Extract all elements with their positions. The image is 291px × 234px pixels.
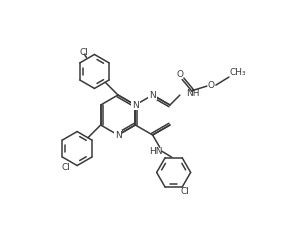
Text: N: N xyxy=(115,131,121,139)
Text: CH₃: CH₃ xyxy=(230,68,246,77)
Text: O: O xyxy=(176,69,183,79)
Text: HN: HN xyxy=(149,147,162,156)
Text: Cl: Cl xyxy=(79,48,88,57)
Text: Cl: Cl xyxy=(62,163,71,172)
Text: O: O xyxy=(207,80,214,90)
Text: N: N xyxy=(132,100,139,110)
Text: N: N xyxy=(149,91,156,99)
Text: Cl: Cl xyxy=(180,187,189,196)
Text: NH: NH xyxy=(186,89,199,98)
